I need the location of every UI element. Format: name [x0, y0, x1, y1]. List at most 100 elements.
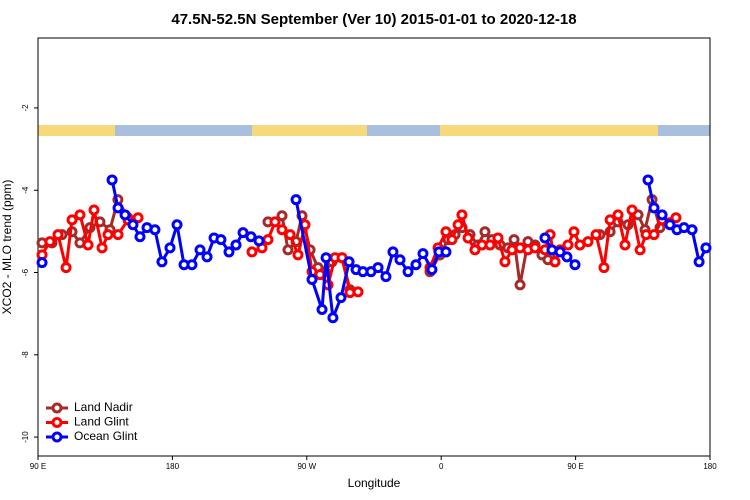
data-point [529, 242, 541, 254]
data-point [549, 256, 561, 268]
data-point [88, 204, 100, 216]
data-point [508, 234, 520, 246]
data-point [52, 229, 64, 241]
data-point [693, 256, 705, 268]
data-point [276, 224, 288, 236]
data-point [215, 234, 227, 246]
data-point [253, 235, 265, 247]
data-point [664, 219, 676, 231]
x-tick-label: 0 [439, 462, 444, 471]
legend-label: Ocean Glint [74, 429, 138, 443]
data-point [335, 292, 347, 304]
legend-marker [51, 417, 63, 428]
data-point [554, 246, 566, 258]
data-point [44, 236, 56, 248]
y-tick-label: -4 [21, 186, 30, 194]
data-point [149, 224, 161, 236]
data-point [648, 202, 660, 214]
x-tick-label: 90 W [297, 462, 316, 471]
data-point [237, 227, 249, 239]
data-point [290, 194, 302, 206]
data-point [262, 234, 274, 246]
data-point [343, 256, 355, 268]
data-point [440, 246, 452, 258]
x-tick-label: 180 [166, 462, 180, 471]
land-ocean-strip [38, 125, 710, 136]
data-point [112, 202, 124, 214]
ocean-band [38, 125, 710, 136]
data-point [112, 229, 124, 241]
land-band [252, 125, 367, 136]
data-point [82, 239, 94, 251]
legend-label: Land Nadir [74, 400, 133, 414]
data-point [634, 244, 646, 256]
data-point [327, 312, 339, 324]
y-tick-label: -2 [21, 104, 30, 112]
data-point [201, 251, 213, 263]
data-point [394, 254, 406, 266]
data-point [456, 209, 468, 221]
y-tick-label: -6 [21, 268, 30, 276]
data-point [462, 232, 474, 244]
data-point [648, 229, 660, 241]
data-point [499, 256, 511, 268]
land-band [440, 125, 658, 136]
data-point [568, 226, 580, 238]
data-point [417, 248, 429, 260]
data-point [626, 204, 638, 216]
data-point [194, 244, 206, 256]
data-point [132, 212, 144, 224]
y-axis-label: XCO2 - MLO trend (ppm) [0, 180, 14, 315]
data-point [670, 212, 682, 224]
data-point [276, 210, 288, 222]
data-point [562, 239, 574, 251]
data-point [102, 229, 114, 241]
data-point [230, 239, 242, 251]
data-point [66, 214, 78, 226]
data-point [292, 249, 304, 261]
chart-title: 47.5N-52.5N September (Ver 10) 2015-01-0… [171, 11, 576, 28]
land-band [38, 125, 115, 136]
data-point [484, 239, 496, 251]
data-point [569, 259, 581, 271]
x-tick-label: 180 [703, 462, 717, 471]
data-point [452, 219, 464, 231]
data-point [119, 209, 131, 221]
data-point [306, 274, 318, 286]
data-point [590, 229, 602, 241]
data-point [164, 242, 176, 254]
data-point [284, 229, 296, 241]
data-point [134, 231, 146, 243]
data-point [582, 236, 594, 248]
data-point [410, 259, 422, 271]
data-point [539, 232, 551, 244]
x-tick-label: 90 E [567, 462, 583, 471]
legend-marker [51, 431, 63, 443]
data-point [372, 262, 384, 274]
data-point [469, 244, 481, 256]
data-point [246, 246, 258, 258]
data-point [380, 271, 392, 283]
legend-marker [51, 402, 63, 414]
data-point [314, 269, 326, 281]
data-point [74, 209, 86, 221]
data-point [426, 264, 438, 276]
data-point [440, 226, 452, 238]
data-point [282, 244, 294, 256]
data-point [127, 219, 139, 231]
data-point [686, 224, 698, 236]
data-point [316, 304, 328, 316]
data-point [656, 209, 668, 221]
data-point [223, 246, 235, 258]
data-point [171, 219, 183, 231]
data-point [402, 266, 414, 278]
data-point [619, 239, 631, 251]
y-tick-label: -10 [21, 431, 30, 443]
legend-label: Land Glint [74, 415, 129, 429]
data-point [106, 174, 118, 186]
data-point [479, 226, 491, 238]
y-tick-label: -8 [21, 351, 30, 359]
data-point [36, 257, 48, 269]
x-axis-label: Longitude [348, 476, 401, 490]
